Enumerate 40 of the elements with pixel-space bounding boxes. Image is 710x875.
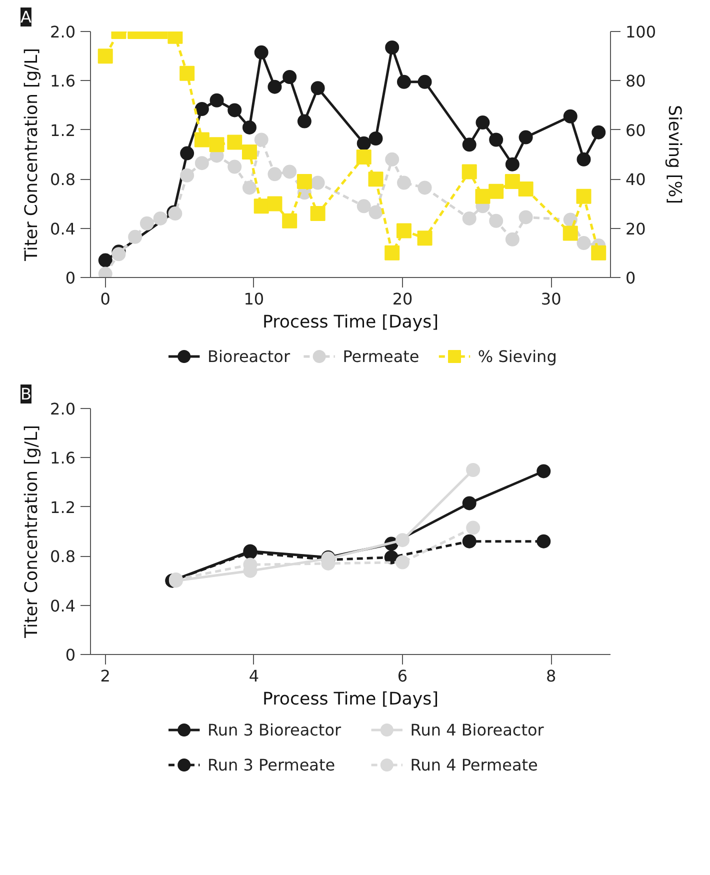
y-tick-label: 1.2 [50,498,76,517]
y-tick-label: 2.0 [50,400,76,418]
y-tick-label: 1.6 [50,448,76,468]
y2-tick-label: 40 [626,170,646,190]
y-tick-label: 2.0 [50,22,76,42]
y-tick-label: 0 [65,646,76,664]
x-tick-label: 6 [397,666,408,686]
legend-label: % Sieving [478,347,557,366]
y2-tick-label: 60 [626,120,646,140]
x-tick-label: 30 [540,290,562,308]
y-tick-label: 1.2 [50,120,76,140]
y-tick-label: 0 [65,268,76,288]
y-axis-title: Titer Concentration [g/L] [22,424,42,640]
x-axis-title: Process Time [Days] [262,690,438,710]
chart-title: A [20,8,32,26]
y-tick-label: 1.6 [50,72,76,91]
y-axis-title: Titer Concentration [g/L] [22,48,42,262]
y-tick-label: 0.8 [50,547,76,566]
legend-label: Bioreactor [208,347,290,366]
legend-label: Run 3 Permeate [208,756,336,774]
y2-tick-label: 20 [626,219,646,238]
legend-label: Run 4 Bioreactor [410,720,544,740]
y2-tick-label: 0 [626,268,636,288]
y-tick-label: 0.8 [50,170,76,190]
x-axis-title: Process Time [Days] [262,312,438,332]
legend-label: Run 4 Permeate [410,756,538,774]
x-tick-label: 4 [248,666,260,686]
chart-title: B [20,384,32,404]
y2-axis-title: Sieving [%] [664,104,684,204]
y-tick-label: 0.4 [50,596,76,616]
x-tick-label: 2 [100,666,110,686]
x-tick-label: 10 [244,290,264,308]
legend-label: Permeate [342,347,420,366]
x-tick-label: 20 [392,290,413,308]
x-tick-label: 8 [546,666,556,686]
y-tick-label: 0.4 [50,219,76,238]
legend-label: Run 3 Bioreactor [208,720,342,740]
y2-tick-label: 80 [626,72,646,91]
y2-tick-label: 100 [626,22,656,42]
x-tick-label: 0 [100,290,110,308]
